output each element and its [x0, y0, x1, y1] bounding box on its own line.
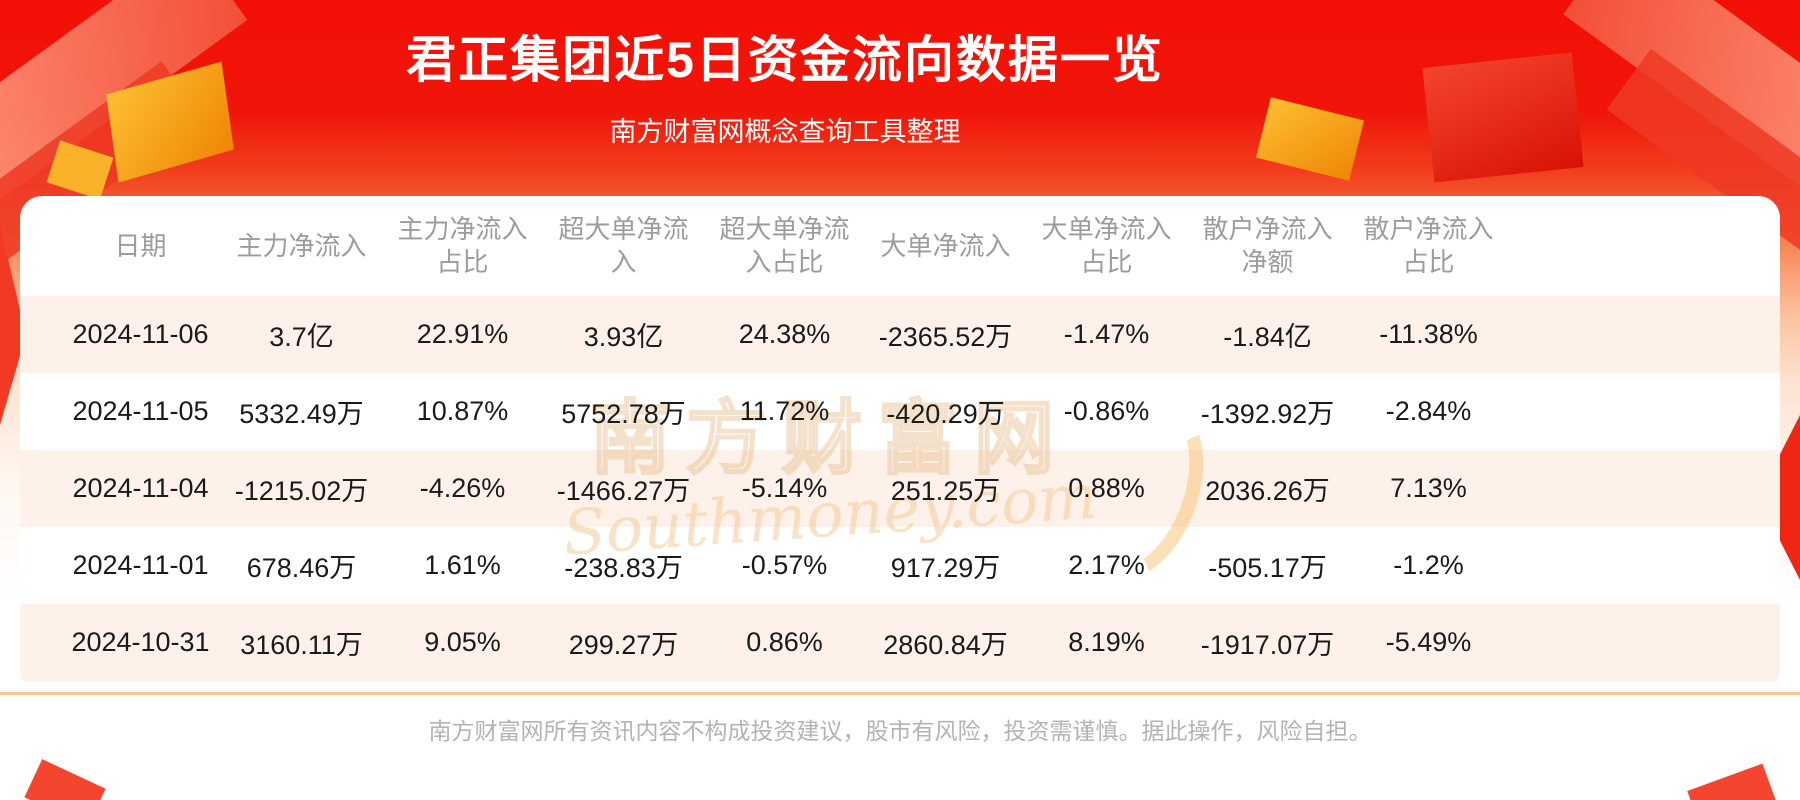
cell-value: 10.87%: [416, 396, 509, 426]
cell-value: 2860.84万: [883, 630, 1008, 660]
cell-value: -5.49%: [1385, 627, 1472, 657]
column-header-super-large-net-inflow: 超大单净流 入: [558, 214, 689, 277]
cell-date: 2024-11-01: [72, 550, 209, 580]
cell-value: -1392.92万: [1200, 399, 1335, 429]
cell-value: -2365.52万: [878, 322, 1013, 352]
cell-value: -1.47%: [1063, 319, 1150, 349]
cell-value: 11.72%: [739, 396, 830, 426]
cell-value: -1917.07万: [1200, 630, 1335, 660]
table-row: 2024-11-05 5332.49万 10.87% 5752.78万 11.7…: [20, 373, 1780, 450]
cell-value: 678.46万: [246, 553, 357, 583]
cell-value: 7.13%: [1390, 473, 1467, 503]
cell-value: 3160.11万: [240, 630, 363, 660]
cell-value: -1466.27万: [556, 476, 691, 506]
footer-divider: [0, 692, 1800, 695]
column-header-retail-net-inflow-ratio: 散户净流入 占比: [1363, 214, 1494, 277]
column-header-large-net-inflow-ratio: 大单净流入 占比: [1041, 214, 1172, 277]
cell-value: 22.91%: [416, 319, 509, 349]
cell-value: 8.19%: [1068, 627, 1145, 657]
cell-value: -420.29万: [886, 399, 1005, 429]
table-row: 2024-11-04 -1215.02万 -4.26% -1466.27万 -5…: [20, 450, 1780, 527]
cell-date: 2024-11-05: [72, 396, 209, 426]
corner-decoration-icon: [1687, 763, 1777, 800]
page-subtitle: 南方财富网概念查询工具整理: [609, 117, 961, 147]
column-header-main-net-inflow-ratio: 主力净流入 占比: [397, 214, 528, 277]
column-header-main-net-inflow: 主力净流入: [236, 230, 367, 261]
cell-value: 24.38%: [738, 319, 831, 349]
cell-value: 2.17%: [1068, 550, 1145, 580]
cell-date: 2024-11-04: [72, 473, 209, 503]
cell-value: -11.38%: [1379, 319, 1478, 349]
cell-date: 2024-10-31: [71, 627, 210, 657]
table-row: 2024-11-01 678.46万 1.61% -238.83万 -0.57%…: [20, 527, 1780, 604]
cell-value: 917.29万: [890, 553, 1001, 583]
cell-value: -4.26%: [419, 473, 506, 503]
cell-value: 9.05%: [424, 627, 501, 657]
cell-value: 1.61%: [424, 550, 501, 580]
cell-value: 3.93亿: [583, 322, 664, 352]
table-header-row: 日期 主力净流入 主力净流入 占比 超大单净流 入 超大单净流 入占比 大单净流…: [20, 196, 1780, 296]
column-header-retail-net-inflow: 散户净流入 净额: [1202, 214, 1333, 277]
cell-value: -505.17万: [1208, 553, 1327, 583]
data-table-card: 南方财富网 Southmoney.com 日期 主力净流入 主力净流入 占比 超…: [20, 196, 1780, 692]
cell-value: -0.86%: [1063, 396, 1150, 426]
cell-value: -0.57%: [741, 550, 828, 580]
cell-value: 3.7亿: [269, 322, 334, 352]
cell-value: 0.88%: [1068, 473, 1145, 503]
cell-value: 5332.49万: [239, 399, 364, 429]
table-row: 2024-10-31 3160.11万 9.05% 299.27万 0.86% …: [20, 604, 1780, 681]
cell-value: 251.25万: [890, 476, 1001, 506]
page-title: 君正集团近5日资金流向数据一览: [406, 32, 1164, 88]
column-header-date: 日期: [114, 230, 167, 261]
cell-date: 2024-11-06: [72, 319, 209, 349]
cell-value: -5.14%: [741, 473, 828, 503]
corner-decoration-icon: [24, 759, 106, 800]
cell-value: -1215.02万: [234, 476, 369, 506]
table-row: 2024-11-06 3.7亿 22.91% 3.93亿 24.38% -236…: [20, 296, 1780, 373]
cell-value: 299.27万: [568, 630, 679, 660]
cell-value: -1.2%: [1393, 550, 1464, 580]
disclaimer-text: 南方财富网所有资讯内容不构成投资建议，股市有风险，投资需谨慎。据此操作，风险自担…: [428, 718, 1372, 744]
cell-value: -238.83万: [564, 553, 683, 583]
cell-value: -1.84亿: [1223, 322, 1312, 352]
column-header-super-large-net-inflow-ratio: 超大单净流 入占比: [719, 214, 850, 277]
cell-value: 0.86%: [746, 627, 823, 657]
column-header-large-net-inflow: 大单净流入: [880, 230, 1011, 261]
cell-value: 5752.78万: [561, 399, 686, 429]
cell-value: 2036.26万: [1205, 476, 1330, 506]
cell-value: -2.84%: [1385, 396, 1472, 426]
